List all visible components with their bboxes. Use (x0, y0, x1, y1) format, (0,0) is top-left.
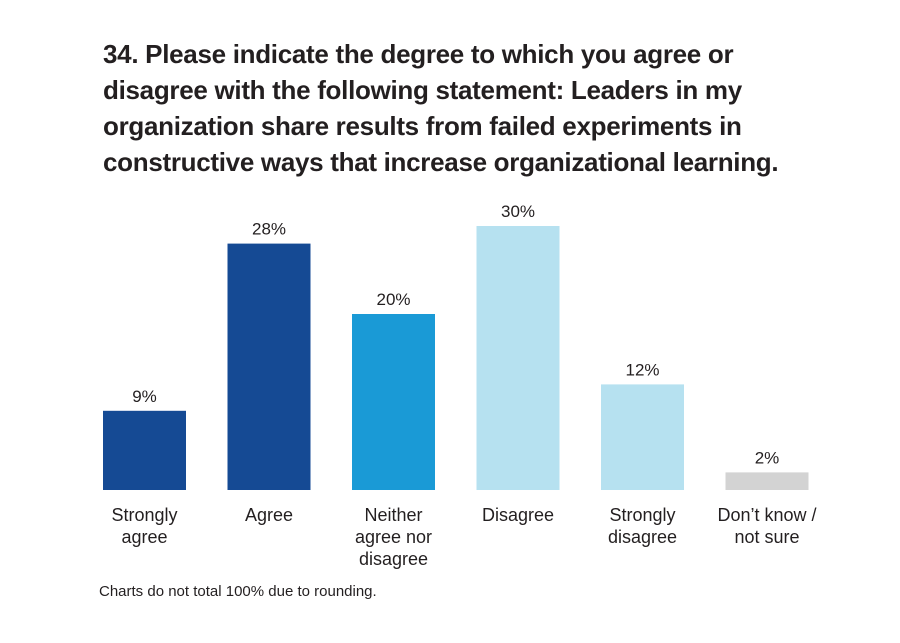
value-label-5: 2% (755, 448, 780, 467)
category-label-0: Strongly agree (111, 505, 177, 547)
category-labels-group: Strongly agree Agree Neither agree nor disagr… (111, 505, 816, 569)
bar-1 (227, 243, 311, 490)
bar-0 (103, 410, 186, 490)
value-label-0: 9% (132, 387, 157, 406)
category-label-1: Agree (245, 505, 293, 525)
category-label-4: Strongly disagree (608, 505, 677, 547)
bars-group (103, 226, 809, 490)
bar-5 (725, 472, 809, 490)
bar-4 (601, 384, 684, 490)
value-label-3: 30% (501, 202, 535, 221)
category-label-2: Neither agree nor disagree (355, 505, 432, 569)
footnote: Charts do not total 100% due to rounding… (99, 583, 377, 600)
value-labels-group: 9% 28% 20% 30% 12% 2% (132, 202, 779, 467)
chart-title: 34. Please indicate the degree to which … (103, 39, 779, 177)
value-label-1: 28% (252, 220, 286, 239)
bar-3 (476, 226, 560, 490)
category-label-5: Don’t know / not sure (717, 505, 816, 547)
category-label-3: Disagree (482, 505, 554, 525)
bar-2 (352, 314, 435, 490)
value-label-4: 12% (625, 360, 659, 379)
value-label-2: 20% (376, 290, 410, 309)
